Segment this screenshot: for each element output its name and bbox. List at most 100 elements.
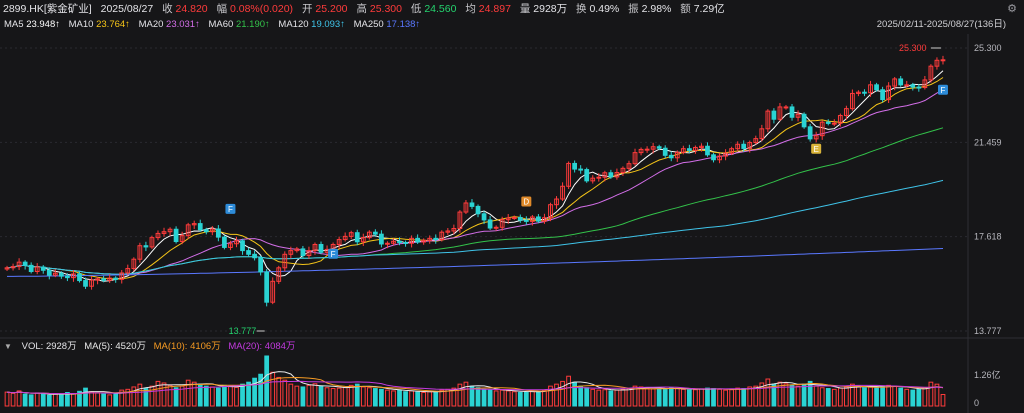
volume-bar bbox=[203, 385, 209, 407]
price-axis: 25.300 21.459 17.618 13.777 1.26亿 0 bbox=[974, 43, 1002, 408]
candle bbox=[856, 91, 861, 94]
candle bbox=[807, 126, 813, 140]
volume-bar bbox=[83, 387, 88, 407]
candle bbox=[469, 202, 475, 207]
volume-bar bbox=[487, 389, 493, 407]
candle bbox=[71, 273, 76, 279]
event-marker-f bbox=[225, 203, 236, 214]
candle bbox=[523, 219, 529, 222]
volume-bar bbox=[451, 387, 457, 407]
candle bbox=[771, 110, 777, 120]
quote-date: 2025/08/27 bbox=[100, 3, 154, 15]
volume-bar bbox=[131, 386, 137, 407]
candle bbox=[252, 253, 257, 259]
volume-bar bbox=[52, 393, 58, 407]
volume-bar bbox=[747, 386, 753, 407]
low-annotation: 13.777 bbox=[229, 326, 257, 336]
event-marker-label: E bbox=[814, 145, 819, 154]
candle bbox=[427, 237, 433, 241]
candle bbox=[868, 84, 873, 94]
volume-bar bbox=[837, 387, 843, 407]
volume-bar bbox=[4, 391, 10, 407]
candle bbox=[505, 217, 511, 221]
volume-bar bbox=[360, 386, 366, 407]
ma5-legend: MA5 23.948↑ bbox=[4, 19, 60, 30]
volume-bar bbox=[650, 388, 656, 407]
volume-bar bbox=[28, 394, 34, 407]
price-tick-label: 25.300 bbox=[974, 43, 1002, 53]
candle bbox=[517, 216, 523, 221]
candle bbox=[318, 243, 324, 253]
candle bbox=[385, 242, 390, 245]
volume-bar bbox=[294, 385, 300, 407]
candle bbox=[22, 261, 28, 266]
ma60-legend: MA60 21.190↑ bbox=[208, 19, 270, 30]
volume-ma-lines bbox=[6, 371, 944, 395]
volume-bar bbox=[542, 389, 547, 407]
volume-bar bbox=[856, 385, 861, 407]
candle bbox=[735, 143, 741, 150]
volume-bar bbox=[711, 388, 716, 407]
grid-lines bbox=[0, 34, 1024, 413]
candle bbox=[850, 92, 855, 110]
event-marker-f bbox=[937, 84, 948, 95]
volume-bar bbox=[16, 390, 22, 407]
volume-bar bbox=[662, 388, 668, 407]
volume-bar bbox=[934, 383, 940, 407]
volume-bar bbox=[330, 388, 336, 407]
volume-bar bbox=[493, 390, 499, 407]
vol-ma20: MA(20): 4084万 bbox=[228, 341, 296, 352]
candle bbox=[463, 202, 469, 213]
volume-bar bbox=[366, 387, 372, 407]
open-field: 开 25.200 bbox=[301, 3, 348, 15]
ma250-legend: MA250 17.138↑ bbox=[353, 19, 421, 30]
volume-bar bbox=[892, 385, 898, 407]
candle bbox=[4, 267, 10, 270]
date-range[interactable]: 2025/02/11-2025/08/27(136日) bbox=[876, 19, 1006, 30]
volume-bar bbox=[385, 389, 390, 407]
volume-bar bbox=[705, 387, 710, 407]
candle bbox=[638, 148, 644, 154]
volume-bar bbox=[813, 385, 819, 407]
volume-bar bbox=[258, 373, 264, 407]
amplitude-field: 振 2.98% bbox=[628, 3, 672, 15]
volume-bar bbox=[548, 385, 553, 407]
candle bbox=[101, 278, 107, 281]
candle bbox=[662, 147, 668, 156]
volume-bar bbox=[439, 389, 445, 407]
stock-symbol[interactable]: 2899.HK[紫金矿业] bbox=[3, 3, 92, 15]
volume-bar bbox=[354, 383, 360, 407]
candle bbox=[668, 154, 674, 159]
chevron-down-icon[interactable]: ▼ bbox=[4, 342, 12, 351]
volume-bar bbox=[222, 384, 227, 407]
candle bbox=[360, 237, 366, 243]
candle bbox=[95, 278, 100, 281]
volume-bar bbox=[34, 392, 40, 407]
candle bbox=[819, 121, 825, 137]
candle bbox=[451, 228, 457, 232]
candle bbox=[910, 84, 916, 88]
volume-bar bbox=[372, 388, 378, 407]
volume-bar bbox=[765, 378, 771, 407]
candle bbox=[282, 253, 288, 269]
volume-bar bbox=[880, 385, 885, 407]
volume-bar bbox=[916, 388, 922, 407]
low-field: 低 24.560 bbox=[410, 3, 457, 15]
candle bbox=[421, 239, 427, 243]
volume-bar bbox=[517, 392, 523, 407]
candle bbox=[566, 162, 571, 187]
volume-bar bbox=[807, 380, 813, 407]
volume-bar bbox=[421, 392, 427, 407]
candle bbox=[445, 230, 451, 233]
candle bbox=[264, 271, 270, 303]
candle bbox=[674, 151, 680, 159]
volume-bar bbox=[898, 387, 904, 407]
low-value: 24.560 bbox=[424, 3, 457, 15]
gear-icon[interactable]: ⚙ bbox=[1007, 3, 1017, 15]
volume-bar bbox=[234, 386, 239, 407]
candle bbox=[77, 273, 82, 282]
high-value: 25.300 bbox=[369, 3, 402, 15]
candle bbox=[52, 272, 58, 276]
volume-bar bbox=[753, 385, 759, 407]
